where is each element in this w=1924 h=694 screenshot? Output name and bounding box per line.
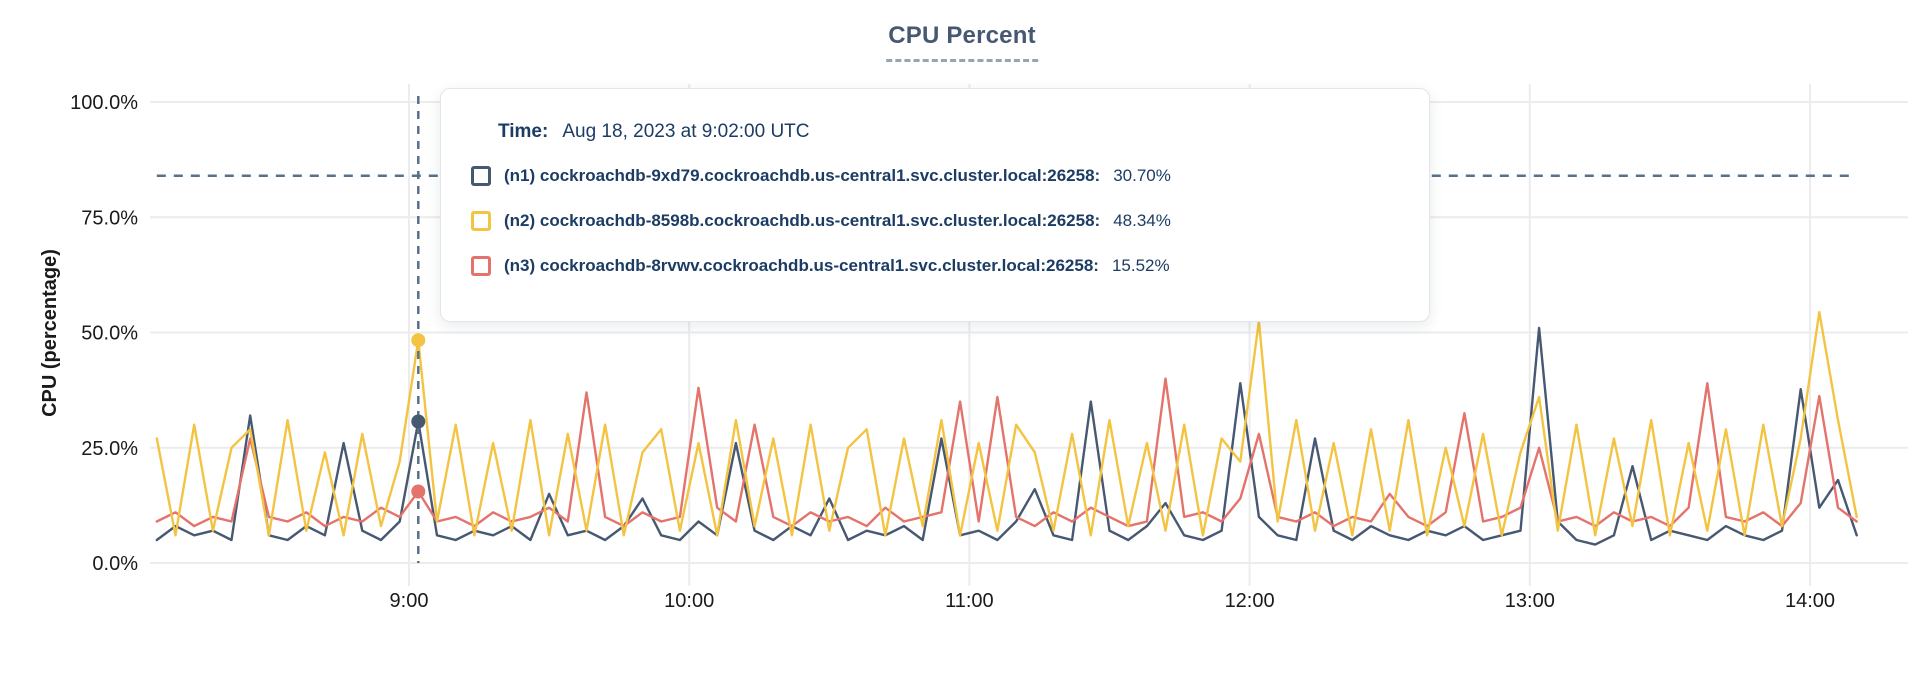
tooltip-series-value: 15.52%	[1111, 256, 1170, 275]
tooltip-series-rows: (n1) cockroachdb-9xd79.cockroachdb.us-ce…	[471, 161, 1399, 281]
series-line-n2	[155, 311, 1858, 537]
hover-point-n1	[411, 414, 426, 429]
y-axis-title: CPU (percentage)	[39, 249, 61, 417]
tooltip-series-row: (n1) cockroachdb-9xd79.cockroachdb.us-ce…	[471, 161, 1399, 191]
x-axis-tick-label: 12:00	[1225, 590, 1275, 612]
y-axis-tick-label: 50.0%	[81, 323, 138, 345]
tooltip-time-label: Time:	[498, 121, 549, 142]
series-line-n3	[155, 377, 1858, 528]
series-line-n1	[155, 326, 1858, 546]
tooltip-time-value: Aug 18, 2023 at 9:02:00 UTC	[562, 121, 810, 142]
y-axis-tick-label: 0.0%	[92, 553, 138, 575]
y-axis-tick-label: 25.0%	[81, 438, 138, 460]
x-axis-tick-label: 13:00	[1505, 590, 1555, 612]
series-color-swatch	[471, 166, 491, 186]
tooltip-series-label: (n1) cockroachdb-9xd79.cockroachdb.us-ce…	[504, 166, 1101, 185]
series-color-swatch	[471, 256, 491, 276]
tooltip-series-value: 48.34%	[1113, 211, 1171, 230]
x-axis-tick-label: 14:00	[1785, 590, 1835, 612]
hover-point-n3	[411, 484, 426, 499]
tooltip-time-row: Time: Aug 18, 2023 at 9:02:00 UTC	[498, 121, 1399, 143]
x-axis-tick-label: 10:00	[664, 590, 714, 612]
chart-tooltip: Time: Aug 18, 2023 at 9:02:00 UTC (n1) co…	[440, 88, 1430, 322]
tooltip-series-row: (n3) cockroachdb-8rvwv.cockroachdb.us-ce…	[471, 251, 1399, 281]
tooltip-series-label: (n3) cockroachdb-8rvwv.cockroachdb.us-ce…	[504, 256, 1099, 275]
tooltip-series-label: (n2) cockroachdb-8598b.cockroachdb.us-ce…	[504, 211, 1101, 230]
hover-point-n2	[411, 333, 426, 348]
chart-title[interactable]: CPU Percent	[886, 22, 1038, 62]
tooltip-series-row: (n2) cockroachdb-8598b.cockroachdb.us-ce…	[471, 206, 1399, 236]
y-axis-tick-label: 75.0%	[81, 207, 138, 229]
x-axis-tick-label: 11:00	[945, 590, 994, 612]
x-axis-tick-label: 9:00	[390, 590, 429, 612]
y-axis-tick-label: 100.0%	[70, 92, 138, 114]
series-color-swatch	[471, 211, 491, 231]
tooltip-series-value: 30.70%	[1113, 166, 1171, 185]
